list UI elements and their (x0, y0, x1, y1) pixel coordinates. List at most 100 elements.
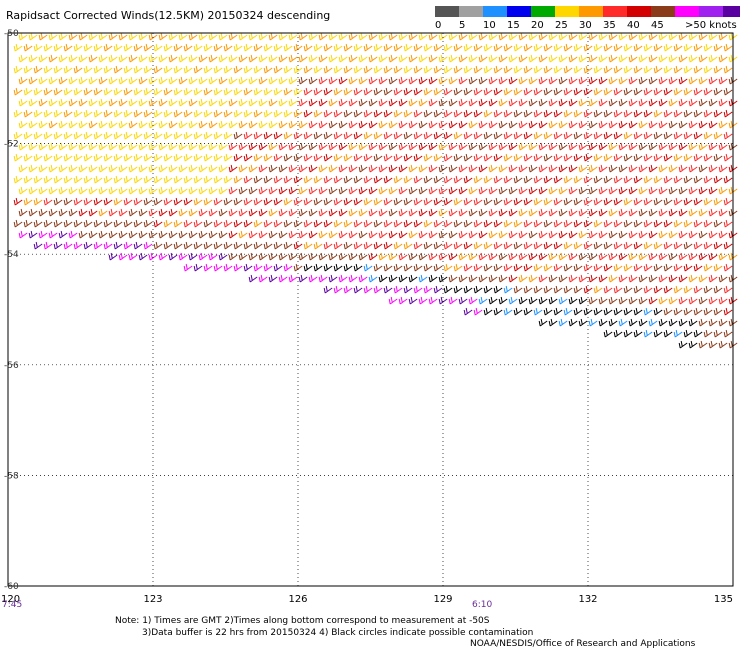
wind-barb (368, 98, 378, 107)
wind-barb (333, 131, 343, 140)
wind-barb (173, 197, 183, 206)
wind-barb (313, 87, 323, 96)
wind-barb (663, 285, 673, 294)
wind-barb (533, 109, 543, 118)
wind-barb (308, 76, 318, 85)
wind-barb (393, 43, 403, 52)
wind-barb (173, 43, 183, 52)
wind-barb (363, 153, 373, 162)
wind-barb (13, 131, 23, 140)
wind-barb (713, 175, 723, 184)
wind-barb (473, 241, 483, 250)
wind-barb (348, 208, 358, 217)
wind-barb (543, 65, 553, 74)
wind-barb (198, 54, 208, 63)
wind-barb (353, 241, 363, 250)
wind-barb (578, 120, 588, 129)
wind-barb (593, 131, 603, 140)
wind-barb (703, 175, 713, 184)
wind-barb (618, 54, 628, 63)
wind-barb (493, 175, 503, 184)
wind-barb (423, 263, 433, 272)
wind-barb (468, 274, 478, 283)
legend-label: 0 (435, 20, 442, 31)
wind-barb (403, 65, 413, 74)
wind-barb (213, 43, 223, 52)
wind-barb (598, 120, 608, 129)
wind-barb (708, 318, 718, 327)
wind-barb (58, 164, 68, 173)
wind-barb (383, 197, 393, 206)
wind-barb (558, 252, 568, 261)
wind-barb (668, 252, 678, 261)
wind-barb (698, 252, 708, 261)
wind-barb (518, 296, 528, 305)
wind-barb (703, 109, 713, 118)
wind-barb (513, 241, 523, 250)
wind-barb (618, 208, 628, 217)
wind-barb (323, 65, 333, 74)
wind-barb (528, 296, 538, 305)
wind-barb (668, 32, 678, 41)
wind-barb (573, 197, 583, 206)
wind-barb (223, 65, 233, 74)
wind-barb (43, 109, 53, 118)
wind-barb (613, 307, 623, 316)
legend-color-bar (435, 6, 740, 17)
wind-barb (333, 285, 343, 294)
wind-barb (68, 98, 78, 107)
wind-barb (493, 241, 503, 250)
legend-swatch (483, 6, 507, 17)
wind-barb (138, 164, 148, 173)
wind-barb (718, 54, 728, 63)
wind-barb (238, 208, 248, 217)
wind-barb (663, 219, 673, 228)
wind-barb (718, 186, 728, 195)
wind-barb (383, 87, 393, 96)
wind-barb (343, 263, 353, 272)
wind-barb (248, 164, 258, 173)
wind-barb (198, 208, 208, 217)
wind-barb (693, 241, 703, 250)
wind-barb (668, 164, 678, 173)
wind-barb (188, 54, 198, 63)
wind-barb (643, 263, 653, 272)
wind-barb (368, 252, 378, 261)
wind-barb (88, 54, 98, 63)
wind-barb (113, 219, 123, 228)
wind-barb (213, 87, 223, 96)
wind-barb (678, 296, 688, 305)
wind-barb (613, 263, 623, 272)
wind-barb (573, 109, 583, 118)
wind-barb (293, 87, 303, 96)
wind-barb (53, 175, 63, 184)
wind-barb (673, 43, 683, 52)
wind-barb (538, 296, 548, 305)
wind-barb (643, 43, 653, 52)
wind-barb (683, 131, 693, 140)
legend-swatch (459, 6, 483, 17)
wind-barb (208, 186, 218, 195)
wind-barb (278, 54, 288, 63)
wind-barb (143, 65, 153, 74)
wind-barb (683, 65, 693, 74)
wind-barb (408, 76, 418, 85)
wind-barb (558, 274, 568, 283)
wind-barb (653, 197, 663, 206)
wind-barb (118, 230, 128, 239)
wind-barb (98, 32, 108, 41)
wind-barb (468, 164, 478, 173)
wind-barb (628, 186, 638, 195)
wind-barb (443, 87, 453, 96)
wind-barb (43, 197, 53, 206)
wind-barb (533, 65, 543, 74)
wind-barb (643, 285, 653, 294)
wind-barb (678, 230, 688, 239)
wind-barb (523, 109, 533, 118)
wind-barb (433, 241, 443, 250)
wind-barb (533, 285, 543, 294)
wind-barb (398, 274, 408, 283)
wind-barb (78, 186, 88, 195)
wind-barb (398, 120, 408, 129)
wind-barb (603, 219, 613, 228)
